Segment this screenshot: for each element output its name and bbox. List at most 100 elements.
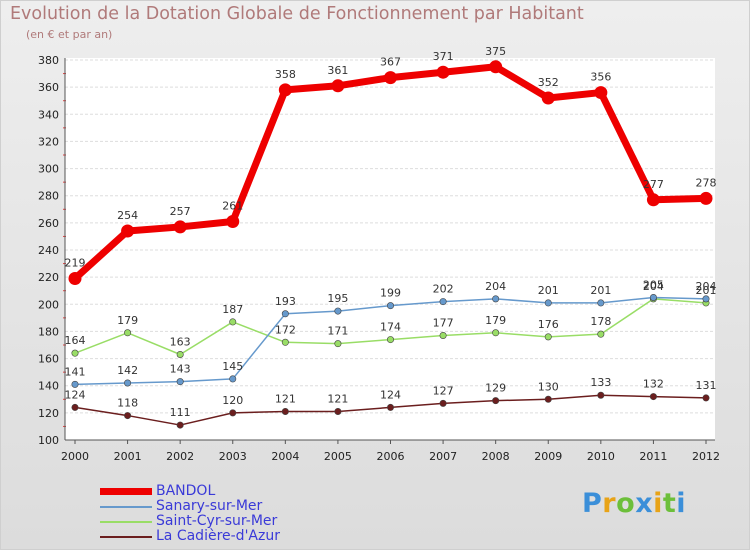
data-point: [436, 65, 450, 79]
data-label: 120: [222, 394, 243, 407]
data-point: [229, 375, 237, 383]
data-point: [124, 412, 132, 420]
legend-label-bandol: BANDOL: [156, 483, 216, 499]
data-point: [492, 397, 500, 405]
data-point: [124, 379, 132, 387]
data-label: 164: [65, 334, 86, 347]
data-label: 277: [643, 178, 664, 191]
data-point: [173, 220, 187, 234]
plot-area: [65, 58, 715, 440]
data-label: 177: [433, 317, 454, 330]
data-label: 163: [170, 336, 191, 349]
data-point: [544, 333, 552, 341]
data-point: [646, 193, 660, 207]
x-tick-label: 2006: [377, 450, 405, 463]
logo-letter: P: [582, 488, 603, 519]
data-point: [281, 338, 289, 346]
x-tick-label: 2009: [534, 450, 562, 463]
y-tick-label: 260: [38, 217, 59, 230]
data-point: [597, 391, 605, 399]
data-label: 204: [643, 280, 664, 293]
data-point: [386, 302, 394, 310]
y-tick-label: 160: [38, 353, 59, 366]
data-point: [176, 421, 184, 429]
data-point: [176, 378, 184, 386]
logo-letter: r: [602, 488, 617, 519]
data-label: 352: [538, 76, 559, 89]
data-label: 129: [485, 382, 506, 395]
data-label: 193: [275, 295, 296, 308]
data-label: 261: [222, 200, 243, 213]
data-label: 118: [117, 397, 138, 410]
data-label: 124: [65, 388, 86, 401]
data-label: 254: [117, 209, 138, 222]
data-point: [124, 329, 132, 337]
x-tick-label: 2000: [61, 450, 89, 463]
data-label: 358: [275, 68, 296, 81]
chart-subtitle: (en € et par an): [26, 28, 113, 41]
data-point: [699, 191, 713, 205]
data-label: 121: [275, 393, 296, 406]
data-point: [492, 329, 500, 337]
y-tick-label: 140: [38, 380, 59, 393]
data-label: 375: [485, 45, 506, 58]
data-point: [386, 403, 394, 411]
data-point: [68, 272, 82, 285]
data-label: 111: [170, 406, 191, 419]
y-tick-label: 340: [38, 108, 59, 121]
data-label: 142: [117, 364, 138, 377]
x-tick-label: 2003: [219, 450, 247, 463]
data-point: [386, 336, 394, 344]
data-point: [594, 86, 608, 100]
x-tick-label: 2008: [482, 450, 510, 463]
legend-label-sanary: Sanary-sur-Mer: [156, 498, 263, 514]
data-label: 143: [170, 363, 191, 376]
data-label: 187: [222, 303, 243, 316]
data-label: 204: [696, 280, 717, 293]
data-label: 205: [643, 279, 664, 292]
data-label: 371: [433, 50, 454, 63]
data-point: [278, 83, 292, 97]
x-tick-label: 2005: [324, 450, 352, 463]
logo-letter: x: [635, 488, 654, 519]
data-label: 172: [275, 323, 296, 336]
data-point: [439, 399, 447, 407]
logo-letter: i: [653, 488, 663, 519]
y-tick-label: 220: [38, 271, 59, 284]
data-label: 131: [696, 379, 717, 392]
data-point: [439, 298, 447, 306]
y-tick-label: 380: [38, 54, 59, 67]
data-point: [597, 299, 605, 307]
data-point: [229, 409, 237, 417]
legend-swatch-la-cadiere: [100, 536, 152, 538]
data-point: [649, 293, 657, 301]
chart-title: Evolution de la Dotation Globale de Fonc…: [10, 4, 584, 24]
data-label: 174: [380, 321, 401, 334]
data-label: 201: [538, 284, 559, 297]
data-label: 219: [65, 257, 86, 270]
data-point: [597, 330, 605, 338]
proxiti-logo: Proxiti: [582, 488, 686, 519]
y-tick-label: 120: [38, 407, 59, 420]
data-label: 176: [538, 318, 559, 331]
data-label: 141: [65, 365, 86, 378]
data-label: 145: [222, 360, 243, 373]
data-label: 130: [538, 380, 559, 393]
x-tick-label: 2011: [639, 450, 667, 463]
data-point: [334, 340, 342, 348]
data-label: 132: [643, 378, 664, 391]
data-label: 179: [485, 314, 506, 327]
legend-label-saint-cyr: Saint-Cyr-sur-Mer: [156, 513, 278, 529]
data-point: [334, 407, 342, 415]
data-label: 171: [327, 325, 348, 338]
data-label: 178: [590, 315, 611, 328]
data-point: [121, 224, 135, 238]
data-point: [384, 71, 397, 85]
data-point: [492, 295, 500, 303]
data-label: 367: [380, 56, 401, 69]
data-point: [649, 393, 657, 401]
y-tick-label: 240: [38, 244, 59, 257]
y-tick-label: 100: [38, 434, 59, 447]
data-label: 127: [433, 384, 454, 397]
data-point: [331, 79, 345, 93]
